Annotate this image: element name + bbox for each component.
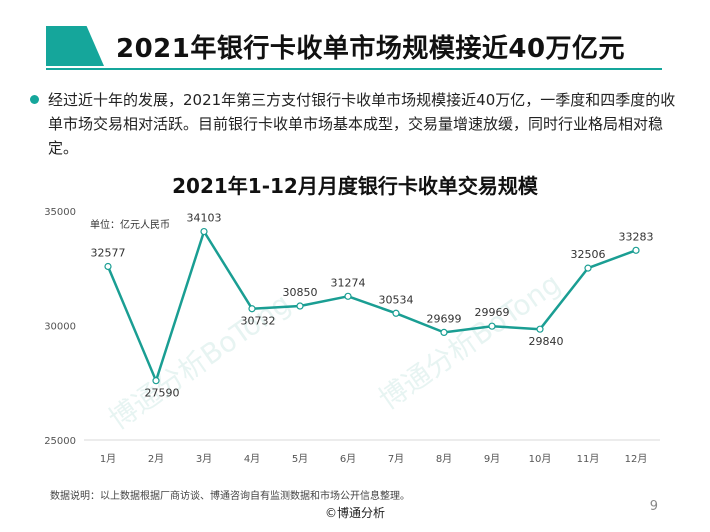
data-point	[536, 325, 544, 333]
y-tick-label: 35000	[44, 207, 76, 218]
bullet-icon	[30, 95, 39, 104]
data-point	[200, 227, 208, 236]
data-label: 32506	[571, 248, 606, 261]
x-tick-label: 9月	[484, 453, 500, 465]
page-number: 9	[649, 499, 658, 514]
data-label: 29840	[529, 335, 564, 348]
data-points	[104, 227, 640, 385]
y-tick-label: 30000	[44, 322, 76, 333]
x-tick-label: 7月	[388, 453, 404, 465]
data-label: 32577	[91, 246, 126, 259]
x-tick-label: 12月	[625, 453, 648, 465]
x-tick-label: 1月	[100, 453, 116, 465]
y-tick-label: 25000	[44, 436, 76, 447]
data-label: 30534	[379, 293, 414, 306]
y-axis-ticks: 25000 30000 35000	[44, 207, 76, 447]
unit-label: 单位：亿元人民币	[90, 218, 170, 231]
x-tick-label: 5月	[292, 453, 308, 465]
data-label: 33283	[619, 230, 654, 243]
summary-text: 经过近十年的发展，2021年第三方支付银行卡收单市场规模接近40万亿，一季度和四…	[48, 91, 676, 157]
data-point	[104, 262, 112, 271]
x-tick-label: 4月	[244, 453, 260, 465]
data-point	[248, 305, 256, 313]
chart-title: 2021年1-12月月度银行卡收单交易规模	[172, 174, 538, 198]
data-label: 27590	[145, 387, 180, 400]
x-tick-label: 8月	[436, 453, 452, 465]
x-tick-label: 10月	[529, 453, 552, 465]
data-point	[632, 246, 640, 254]
data-point	[392, 309, 400, 317]
data-point	[296, 302, 304, 310]
data-label: 34103	[187, 212, 222, 225]
data-source-note: 数据说明：以上数据根据厂商访谈、博通咨询自有监测数据和市场公开信息整理。	[50, 491, 410, 502]
data-point	[152, 377, 160, 385]
data-label: 29969	[475, 306, 510, 319]
copyright-text: ©博通分析	[324, 506, 385, 520]
data-point	[440, 328, 448, 336]
data-point	[488, 322, 496, 330]
x-tick-label: 6月	[340, 453, 356, 465]
page-title: 2021年银行卡收单市场规模接近40万亿元	[116, 34, 626, 64]
data-label: 31274	[331, 276, 366, 289]
x-axis-ticks: 1月 2月 3月 4月 5月 6月 7月 8月 9月 10月 11月 12月	[100, 453, 648, 465]
title-underline	[46, 68, 662, 70]
x-tick-label: 3月	[196, 453, 212, 465]
data-label: 30850	[283, 286, 318, 299]
series-line	[106, 230, 637, 382]
x-tick-label: 11月	[577, 453, 600, 465]
title-bar: 2021年银行卡收单市场规模接近40万亿元	[0, 24, 710, 70]
data-labels: 32577 27590 34103 30732 30850 31274 30534 29699…	[91, 212, 654, 400]
x-tick-label: 2月	[148, 453, 164, 465]
data-point	[344, 292, 352, 300]
data-label: 30732	[241, 315, 276, 328]
data-label: 29699	[427, 312, 462, 325]
data-point	[584, 264, 592, 272]
